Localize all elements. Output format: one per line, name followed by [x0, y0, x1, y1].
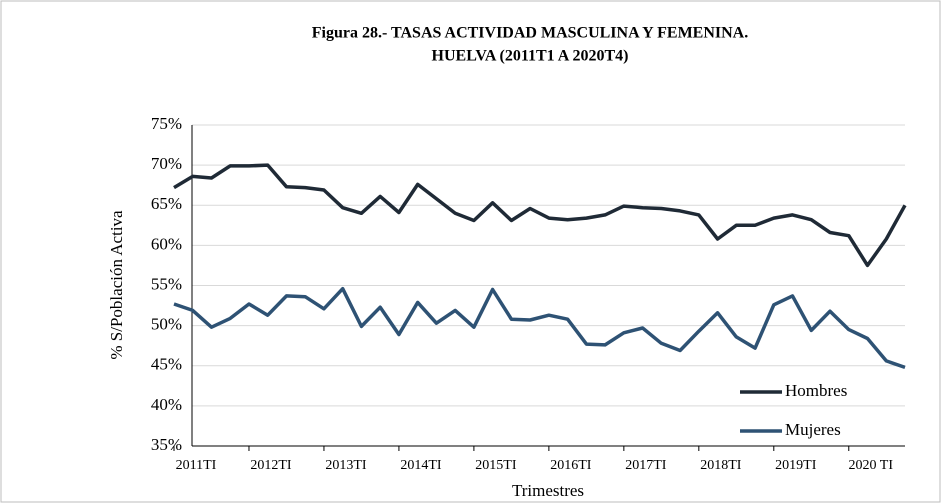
x-tick-label: 2015TI: [475, 458, 517, 473]
legend-label: Mujeres: [785, 420, 841, 439]
series-line: [173, 286, 906, 370]
x-tick-label: 2013TI: [325, 458, 367, 473]
y-axis-label: % S/Población Activa: [107, 210, 126, 360]
y-tick-label: 50%: [151, 315, 182, 334]
x-tick-label: 2017TI: [625, 458, 667, 473]
x-tick-label: 2012TI: [250, 458, 292, 473]
x-tick-label: 2011TI: [176, 458, 217, 473]
y-tick-label: 55%: [151, 274, 182, 293]
y-tick-label: 65%: [151, 194, 182, 213]
chart-title: Figura 28.- TASAS ACTIVIDAD MASCULINA Y …: [312, 25, 748, 42]
x-tick-label: 2014TI: [400, 458, 442, 473]
chart-subtitle: HUELVA (2011T1 A 2020T4): [432, 48, 629, 65]
y-tick-label: 45%: [151, 355, 182, 374]
legend-label: Hombres: [785, 381, 847, 400]
series-line: [173, 163, 907, 268]
y-tick-label: 35%: [151, 435, 182, 454]
x-tick-label: 2020 TI: [849, 458, 894, 473]
x-axis-label: Trimestres: [512, 481, 584, 500]
x-tick-label: 2019TI: [775, 458, 817, 473]
y-tick-label: 70%: [151, 154, 182, 173]
x-tick-label: 2018TI: [700, 458, 742, 473]
y-tick-label: 60%: [151, 234, 182, 253]
y-tick-label: 40%: [151, 395, 182, 414]
y-tick-label: 75%: [151, 114, 182, 133]
x-tick-label: 2016TI: [550, 458, 592, 473]
